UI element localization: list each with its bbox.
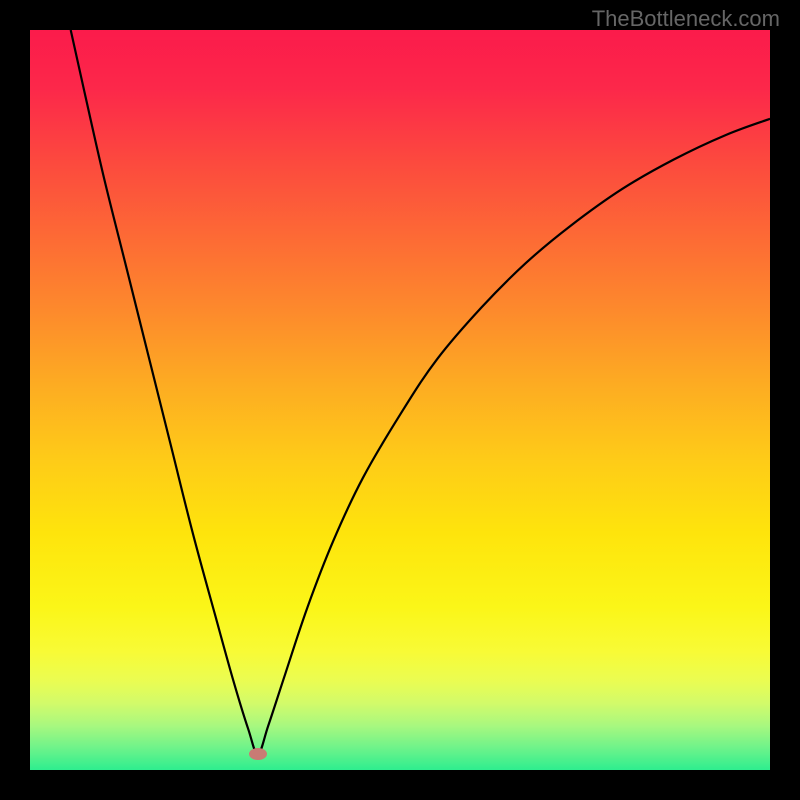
bottleneck-curve	[30, 30, 770, 770]
watermark-label: TheBottleneck.com	[592, 6, 780, 32]
minimum-marker	[249, 748, 267, 760]
chart-plot-area	[30, 30, 770, 770]
